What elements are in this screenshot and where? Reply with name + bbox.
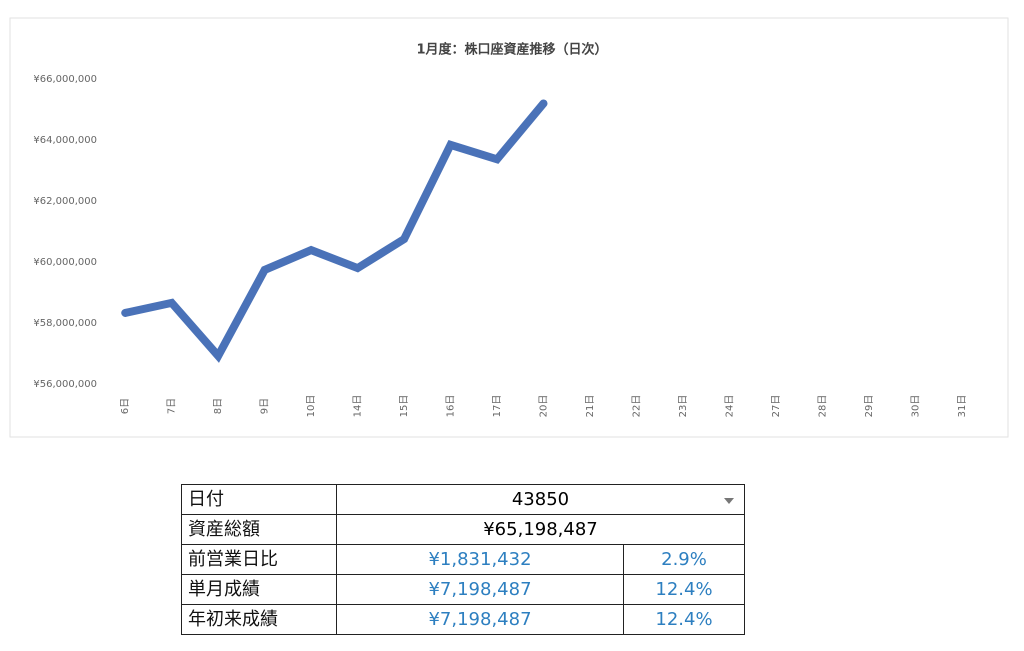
- table-row: 資産総額 ¥65,198,487: [181, 514, 745, 545]
- chart: 1月度：株口座資産推移（日次） ¥56,000,000 ¥58,000,000 ¥6…: [9, 17, 1009, 438]
- cell-text: ¥1,831,432: [428, 549, 532, 570]
- y-tick-label: ¥56,000,000: [33, 379, 97, 390]
- x-tick-label: 15日: [399, 395, 410, 418]
- x-tick-label: 14日: [353, 395, 364, 418]
- x-tick-label: 10日: [306, 395, 317, 418]
- y-tick-label: ¥60,000,000: [33, 257, 97, 268]
- x-tick-label: 6日: [120, 398, 131, 414]
- x-tick-label: 16日: [446, 395, 457, 418]
- x-tick-label: 8日: [213, 398, 224, 414]
- cell-text: 日付: [188, 489, 224, 510]
- cell-value: 43850: [336, 484, 745, 515]
- row-label: 単月成績: [181, 574, 337, 605]
- cell-text: 43850: [511, 489, 570, 510]
- cell-value: ¥65,198,487: [336, 514, 745, 545]
- y-tick-label: ¥62,000,000: [33, 196, 97, 207]
- row-label: 資産総額: [181, 514, 337, 545]
- table-row: 日付 43850: [181, 484, 745, 515]
- table-row: 年初来成績 ¥7,198,487 12.4%: [181, 604, 745, 635]
- cell-value: 12.4%: [623, 574, 745, 605]
- cell-text: ¥7,198,487: [428, 609, 532, 630]
- cell-text: 資産総額: [188, 519, 260, 540]
- summary-table: 日付 43850 資産総額 ¥65,198,487 前営業日比 ¥1,831,432 2.9…: [181, 484, 745, 635]
- x-tick-label: 22日: [631, 395, 642, 418]
- y-tick-label: ¥64,000,000: [33, 135, 97, 146]
- dropdown-arrow[interactable]: [724, 498, 734, 504]
- cell-value: ¥1,831,432: [336, 544, 624, 575]
- x-tick-label: 7日: [167, 398, 178, 414]
- table-row: 単月成績 ¥7,198,487 12.4%: [181, 574, 745, 605]
- cell-text: ¥65,198,487: [483, 519, 598, 540]
- row-label: 年初来成績: [181, 604, 337, 635]
- x-tick-label: 23日: [678, 395, 689, 418]
- chart-title: 1月度：株口座資産推移（日次）: [416, 42, 607, 58]
- x-tick-label: 20日: [539, 395, 550, 418]
- cell-value: ¥7,198,487: [336, 604, 624, 635]
- x-tick-label: 24日: [724, 395, 735, 418]
- cell-value: 2.9%: [623, 544, 745, 575]
- y-tick-label: ¥66,000,000: [33, 74, 97, 85]
- x-tick-label: 27日: [771, 395, 782, 418]
- x-tick-label: 29日: [864, 395, 875, 418]
- x-tick-label: 17日: [492, 395, 503, 418]
- x-tick-label: 28日: [817, 395, 828, 418]
- chart-frame: [9, 17, 1009, 438]
- cell-value: ¥7,198,487: [336, 574, 624, 605]
- table-row: 前営業日比 ¥1,831,432 2.9%: [181, 544, 745, 575]
- cell-text: 前営業日比: [188, 549, 278, 570]
- cell-text: ¥7,198,487: [428, 579, 532, 600]
- x-tick-label: 21日: [585, 395, 596, 418]
- data-line: [121, 99, 548, 363]
- y-tick-label: ¥58,000,000: [33, 318, 97, 329]
- cell-text: 年初来成績: [188, 609, 278, 630]
- cell-text: 12.4%: [655, 609, 713, 630]
- cell-text: 2.9%: [661, 549, 707, 570]
- row-label: 前営業日比: [181, 544, 337, 575]
- cell-text: 単月成績: [188, 579, 260, 600]
- x-tick-label: 30日: [910, 395, 921, 418]
- cell-text: 12.4%: [655, 579, 713, 600]
- row-label: 日付: [181, 484, 337, 515]
- x-tick-label: 31日: [957, 395, 968, 418]
- x-tick-label: 9日: [260, 398, 271, 414]
- cell-value: 12.4%: [623, 604, 745, 635]
